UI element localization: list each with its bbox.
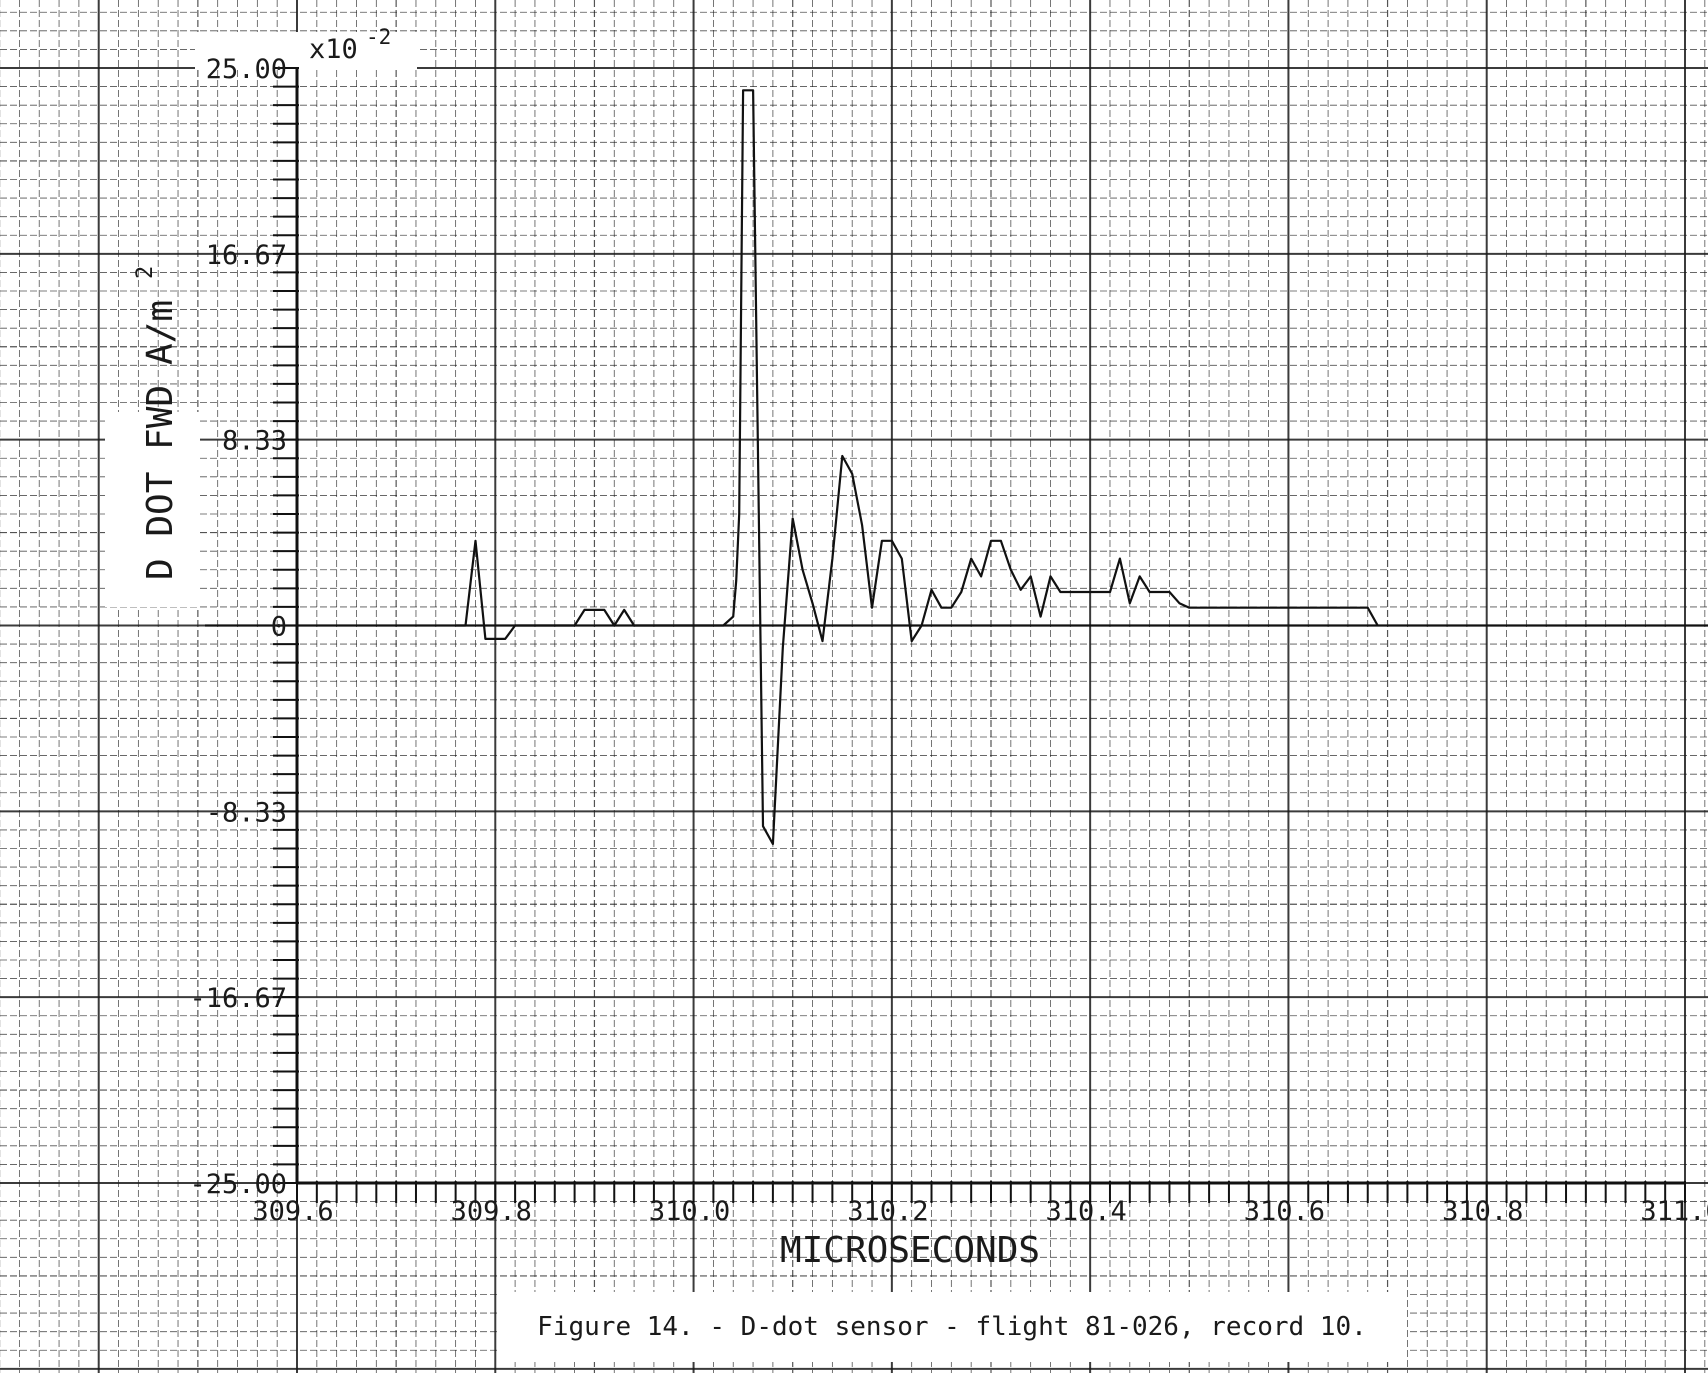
y-axis-title: D DOT FWD (140, 385, 181, 580)
axis-labels: x10 -2 D DOT FWD A/m 2 MICROSECONDS (133, 25, 1040, 1271)
label-backing (105, 412, 200, 607)
y-tick-label: -25.00 (189, 1169, 287, 1200)
y-scale-exponent: -2 (366, 25, 391, 49)
y-tick-label: 16.67 (206, 240, 287, 271)
y-tick-label: -16.67 (189, 983, 287, 1014)
y-scale-base: x10 (309, 34, 358, 65)
y-scale-factor: x10 -2 (309, 25, 391, 65)
series-line-0 (455, 89, 1379, 846)
y-unit-exponent: 2 (133, 266, 158, 279)
y-unit-base: A/m (140, 300, 181, 365)
y-tick-label: 0 (271, 612, 287, 643)
y-tick-label: 25.00 (206, 54, 287, 85)
x-tick-label: 310.8 (1442, 1196, 1523, 1227)
caption-text: Figure 14. - D-dot sensor - flight 81-02… (537, 1312, 1367, 1342)
y-axis-label: D DOT FWD (140, 385, 181, 580)
axes (205, 67, 1708, 1203)
x-tick-label: 310.4 (1046, 1196, 1127, 1227)
y-axis-unit: A/m 2 (133, 266, 181, 365)
x-tick-label: 310.6 (1244, 1196, 1325, 1227)
series (455, 89, 1379, 846)
scale-backing (195, 32, 417, 70)
y-tick-label: 8.33 (222, 426, 287, 457)
x-axis-title: MICROSECONDS (780, 1230, 1040, 1271)
x-tick-label: 309.6 (252, 1196, 333, 1227)
x-tick-label: 310.0 (649, 1196, 730, 1227)
x-tick-label: 309.8 (451, 1196, 532, 1227)
figure-caption: Figure 14. - D-dot sensor - flight 81-02… (497, 1292, 1407, 1362)
x-tick-label: 311.0 (1640, 1196, 1708, 1227)
x-tick-label: 310.2 (847, 1196, 928, 1227)
y-tick-label: -8.33 (206, 797, 287, 828)
